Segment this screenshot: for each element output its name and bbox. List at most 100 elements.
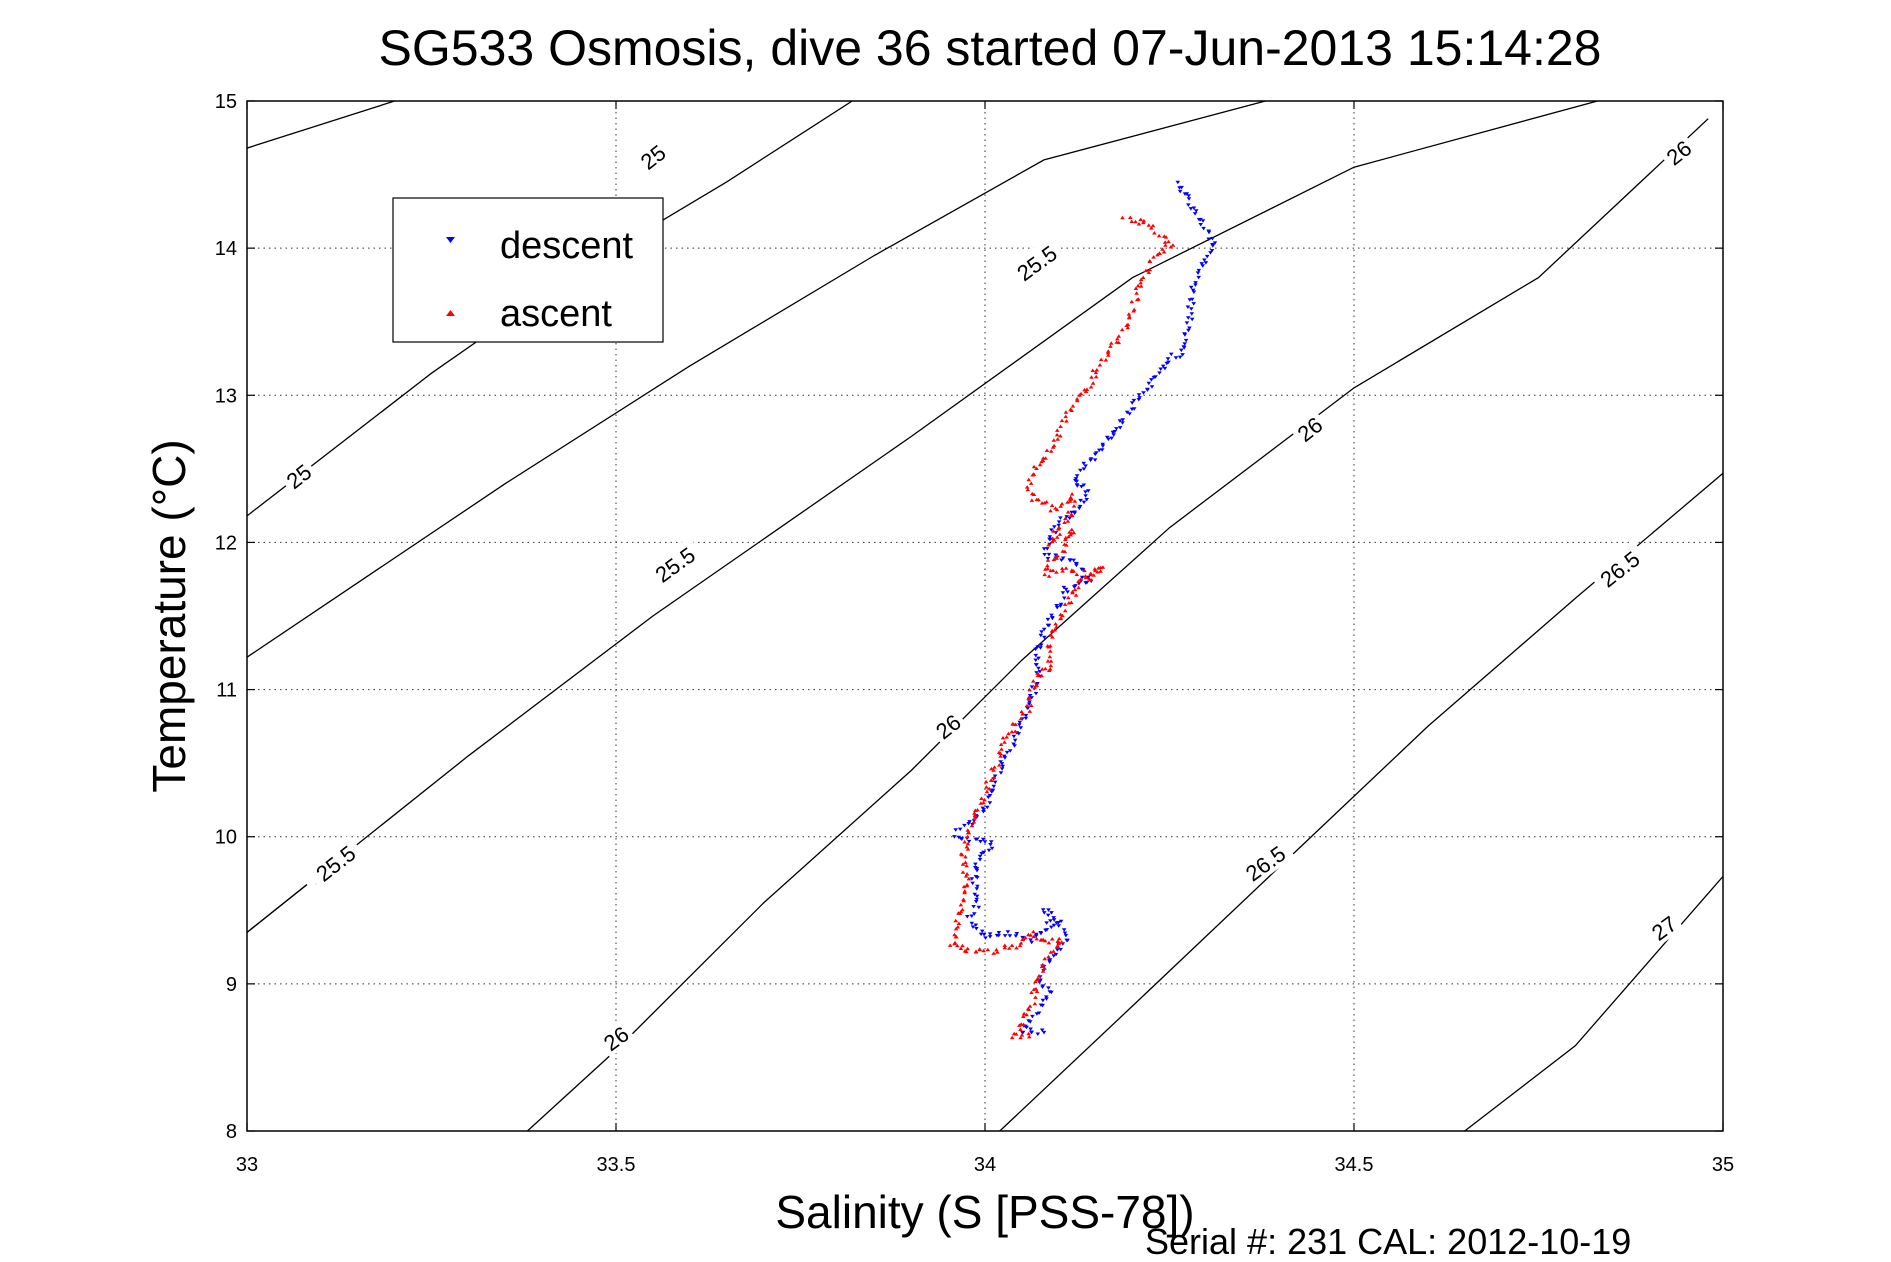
- ascent-point: [1045, 563, 1050, 568]
- ascent-point: [1056, 941, 1061, 946]
- ascent-point: [1163, 235, 1169, 239]
- ascent-point: [1009, 729, 1015, 734]
- descent-point: [970, 925, 976, 929]
- descent-point: [1049, 911, 1054, 915]
- ascent-point: [1058, 616, 1063, 621]
- descent-point: [1042, 553, 1047, 557]
- descent-point: [1186, 316, 1191, 320]
- descent-point: [1193, 281, 1198, 285]
- ascent-point: [1056, 936, 1062, 941]
- ascent-point: [1136, 222, 1142, 226]
- ascent-point: [1098, 357, 1104, 362]
- ascent-point: [1044, 500, 1049, 504]
- ascent-point: [1129, 299, 1135, 304]
- ascent-point: [1065, 510, 1071, 514]
- ascent-point: [1020, 712, 1025, 716]
- descent-point: [1035, 682, 1040, 686]
- descent-point: [987, 932, 993, 936]
- descent-point: [1067, 559, 1073, 563]
- ascent-point: [960, 870, 966, 874]
- descent-point: [957, 827, 963, 832]
- ascent-point: [1138, 280, 1143, 285]
- ascent-point: [1026, 1031, 1031, 1036]
- descent-point: [974, 894, 980, 899]
- ascent-point: [965, 847, 971, 851]
- ascent-point: [1014, 946, 1019, 950]
- ascent-point: [1030, 473, 1035, 477]
- ascent-point: [1010, 722, 1015, 726]
- ascent-point: [1152, 231, 1157, 235]
- ascent-point: [992, 765, 997, 769]
- ascent-point: [1065, 519, 1071, 523]
- ascent-point: [963, 860, 968, 864]
- descent-point: [1192, 212, 1198, 216]
- descent-point: [1046, 552, 1052, 557]
- ascent-point: [1034, 936, 1039, 941]
- descent-point: [1083, 490, 1088, 494]
- ascent-point: [958, 902, 964, 907]
- descent-point: [1039, 1028, 1045, 1032]
- ascent-point: [1119, 327, 1125, 332]
- ascent-point: [958, 946, 964, 950]
- descent-point: [953, 828, 958, 832]
- descent-point: [1017, 723, 1022, 727]
- descent-point: [1092, 452, 1098, 457]
- ascent-point: [1042, 938, 1048, 943]
- ascent-point: [1042, 956, 1048, 961]
- descent-point: [1146, 381, 1152, 386]
- ascent-point: [1059, 418, 1065, 423]
- ascent-point: [1074, 397, 1080, 401]
- descent-point: [977, 858, 983, 862]
- descent-point: [1081, 483, 1087, 487]
- ascent-point: [1095, 570, 1100, 574]
- ascent-point: [1036, 497, 1041, 502]
- y-tick-label: 9: [226, 974, 237, 996]
- descent-point: [1064, 515, 1069, 519]
- ascent-point: [1045, 659, 1051, 663]
- descent-point: [1196, 218, 1202, 222]
- descent-point: [1117, 426, 1123, 430]
- ascent-point: [1060, 549, 1066, 553]
- ascent-point: [1014, 1032, 1019, 1036]
- ascent-point: [1054, 432, 1060, 437]
- ascent-point: [989, 766, 994, 771]
- contour-label-bg: [1657, 131, 1699, 172]
- descent-point: [1081, 500, 1087, 505]
- descent-point: [1033, 653, 1039, 658]
- ascent-point: [1046, 940, 1052, 945]
- ascent-point: [1046, 954, 1051, 959]
- descent-point: [1212, 241, 1218, 245]
- legend-box: [392, 197, 664, 343]
- ascent-point: [1141, 220, 1146, 225]
- ascent-point: [1040, 456, 1046, 460]
- contour-label-text: 26: [1293, 412, 1328, 447]
- descent-point: [1193, 209, 1199, 213]
- descent-point: [1047, 537, 1052, 542]
- ascent-point: [999, 747, 1004, 751]
- descent-point: [956, 835, 962, 840]
- ascent-point: [1031, 987, 1037, 991]
- descent-point: [1145, 387, 1150, 392]
- descent-point: [1073, 477, 1079, 481]
- descent-point: [1081, 467, 1087, 471]
- descent-point: [1055, 948, 1060, 952]
- ascent-point: [1059, 940, 1064, 944]
- descent-point: [1053, 553, 1058, 557]
- ascent-point: [1134, 291, 1139, 295]
- ascent-point: [1029, 498, 1035, 502]
- descent-point: [989, 840, 994, 844]
- descent-point: [1056, 520, 1062, 524]
- descent-point: [1023, 716, 1029, 721]
- descent-point: [1017, 720, 1023, 725]
- x-axis-ticks: 33 33.5 34 34.5 35: [236, 101, 1734, 1176]
- descent-point: [1120, 418, 1126, 422]
- ascent-point: [1098, 569, 1103, 573]
- descent-point: [1035, 1032, 1041, 1036]
- descent-point: [1063, 933, 1069, 938]
- descent-point: [1136, 398, 1142, 402]
- ascent-point: [953, 926, 959, 931]
- data-points: [947, 180, 1218, 1040]
- descent-point: [1100, 444, 1106, 448]
- density-contour-line: [247, 101, 395, 149]
